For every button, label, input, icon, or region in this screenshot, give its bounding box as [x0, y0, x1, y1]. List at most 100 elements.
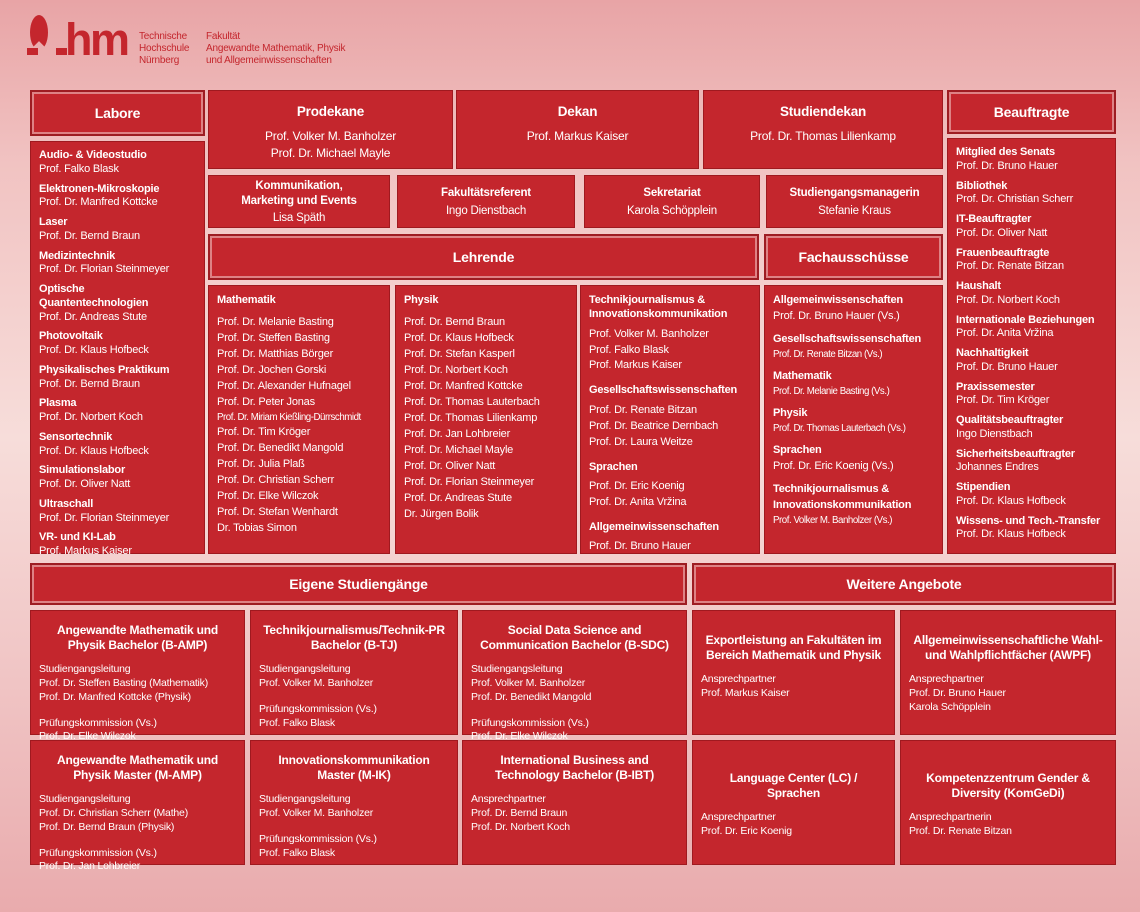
lab-lead-name: Prof. Dr. Manfred Kottcke [39, 196, 158, 209]
beauftragte-header: Beauftragte [947, 90, 1116, 134]
lecturer-name: Prof. Dr. Anita Vržina [589, 495, 687, 508]
beauftragte-entry: Sicherheitsbeauftragter Johannes Endres [956, 448, 1107, 476]
lecturer-name: Prof. Dr. Peter Jonas [217, 395, 315, 408]
lecturer-name: Prof. Dr. Melanie Basting [217, 316, 334, 329]
beauftragte-name: Prof. Dr. Renate Bitzan [956, 260, 1064, 273]
section-label: Prüfungskommission (Vs.) [471, 716, 589, 729]
section-label: Prüfungskommission (Vs.) [39, 846, 157, 859]
lecturer-name: Prof. Dr. Norbert Koch [404, 364, 508, 377]
lab-name: Simulationslabor [39, 464, 126, 477]
allgemein-group: Allgemeinwissenschaften Prof. Dr. Bruno … [589, 520, 751, 555]
lab-name: Sensortechnik [39, 430, 113, 443]
lecturer-name: Prof. Dr. Alexander Hufnagel [217, 380, 351, 393]
beauftragte-entry: Frauenbeauftragte Prof. Dr. Renate Bitza… [956, 247, 1107, 275]
lecturer-name: Prof. Dr. Renate Bitzan [589, 403, 697, 416]
lecturer-name: Prof. Dr. Jochen Gorski [217, 364, 327, 377]
lecturer-name: Prof. Dr. Laura Weitze [589, 435, 693, 448]
lehrende-physik-column: Physik Prof. Dr. Bernd Braun Prof. Dr. Kl… [395, 285, 577, 554]
fachausschuss-subject: Allgemeinwissenschaften [773, 294, 903, 306]
lehrende-mathematik-column: Mathematik Prof. Dr. Melanie Basting Prof… [208, 285, 390, 554]
lecturer-name: Prof. Volker M. Banholzer [589, 327, 709, 340]
labore-list: Audio- & Videostudio Prof. Falko Blask E… [30, 141, 205, 557]
awpf-kontakt: Ansprechpartner Prof. Dr. Bruno Hauer Kar… [909, 673, 1107, 715]
language-center-title: Language Center (LC) / Sprachen [729, 771, 858, 800]
person-name: Prof. Dr. Christian Scherr (Mathe) [39, 806, 188, 819]
lecturer-name: Prof. Dr. Stefan Kasperl [404, 348, 515, 361]
beauftragte-name: Johannes Endres [956, 461, 1039, 474]
b-tj-box: Technikjournalismus/Technik-PR Bachelor … [250, 610, 458, 735]
beauftragte-entry: Praxissemester Prof. Dr. Tim Kröger [956, 381, 1107, 409]
physik-group-header: Physik [404, 294, 439, 306]
beauftragte-role: Nachhaltigkeit [956, 347, 1029, 359]
m-amp-title: Angewandte Mathematik und Physik Master … [56, 753, 218, 782]
lab-entry: Ultraschall Prof. Dr. Florian Steinmeyer [39, 498, 196, 526]
gesellschaft-group: Gesellschaftswissenschaften Prof. Dr. Re… [589, 383, 751, 450]
language-center-box: Language Center (LC) / Sprachen Ansprech… [692, 740, 895, 865]
lecturer-name: Prof. Dr. Eric Koenig [589, 479, 685, 492]
lecturer-name: Prof. Dr. Manfred Kottcke [404, 380, 523, 393]
beauftragte-name: Prof. Dr. Bruno Hauer [956, 159, 1058, 172]
tj-group-header: Technikjournalismus & Innovationskommuni… [589, 294, 728, 321]
komgedi-title: Kompetenzzentrum Gender & Diversity (Kom… [926, 771, 1090, 800]
ohm-logo: hm [27, 15, 130, 62]
fachausschuss-subject: Gesellschaftswissenschaften [773, 332, 922, 345]
b-sdc-leitung: Studiengangsleitung Prof. Volker M. Banh… [471, 663, 678, 705]
b-tj-title: Technikjournalismus/Technik-PR Bachelor … [263, 623, 445, 652]
lecturer-name: Prof. Dr. Benedikt Mangold [217, 441, 344, 454]
lab-lead-name: Prof. Dr. Florian Steinmeyer [39, 263, 170, 276]
komgedi-box: Kompetenzzentrum Gender & Diversity (Kom… [900, 740, 1116, 865]
b-amp-kommission: Prüfungskommission (Vs.) Prof. Dr. Elke … [39, 717, 236, 745]
section-label: Prüfungskommission (Vs.) [39, 716, 157, 729]
fachausschuss-entry: Technikjournalismus & Innovationskommuni… [773, 482, 934, 528]
b-tj-kommission: Prüfungskommission (Vs.) Prof. Falko Bla… [259, 703, 449, 731]
m-amp-kommission: Prüfungskommission (Vs.) Prof. Dr. Jan L… [39, 847, 236, 875]
dekan-name: Prof. Markus Kaiser [526, 129, 629, 143]
section-label: Studiengangsleitung [471, 663, 563, 675]
fachausschuss-subject: Physik [773, 406, 808, 419]
m-ik-kommission: Prüfungskommission (Vs.) Prof. Falko Bla… [259, 833, 449, 861]
fachausschuss-entry: Mathematik Prof. Dr. Melanie Basting (Vs… [773, 369, 934, 399]
section-label: Studiengangsleitung [39, 663, 131, 675]
person-name: Prof. Dr. Eric Koenig [701, 824, 792, 837]
fachausschuss-chair: Prof. Dr. Bruno Hauer (Vs.) [773, 309, 900, 322]
studiendekan-box: Studiendekan Prof. Dr. Thomas Lilienkamp [703, 90, 943, 169]
exportleistung-box: Exportleistung an Fakultäten im Bereich … [692, 610, 895, 735]
beauftragte-role: Bibliothek [956, 179, 1008, 192]
prodekane-box: Prodekane Prof. Volker M. Banholzer Prof.… [208, 90, 453, 169]
fachausschuesse-list: Allgemeinwissenschaften Prof. Dr. Bruno … [764, 285, 943, 554]
lecturer-name: Prof. Dr. Florian Steinmeyer [404, 475, 535, 488]
m-ik-title: Innovationskommunikation Master (M-IK) [278, 753, 430, 782]
lecturer-name: Prof. Dr. Michael Mayle [404, 443, 514, 456]
b-amp-title: Angewandte Mathematik und Physik Bachelo… [56, 623, 218, 652]
person-name: Prof. Markus Kaiser [701, 686, 790, 699]
lecturer-name: Prof. Dr. Christian Scherr [217, 473, 335, 486]
prodekane-title: Prodekane [296, 104, 365, 119]
person-name: Prof. Dr. Norbert Koch [471, 820, 570, 833]
studiengangsmanagerin-title: Studiengangsmanagerin [789, 187, 920, 200]
lab-name: Medizintechnik [39, 249, 116, 262]
person-name: Karola Schöpplein [909, 700, 991, 713]
lecturer-name: Prof. Falko Blask [589, 343, 669, 356]
person-name: Prof. Dr. Bernd Braun (Physik) [39, 820, 175, 833]
lab-name: Plasma [39, 397, 77, 410]
lab-lead-name: Prof. Dr. Florian Steinmeyer [39, 511, 170, 524]
studiendekan-title: Studiendekan [779, 104, 867, 119]
b-tj-leitung: Studiengangsleitung Prof. Volker M. Banh… [259, 663, 449, 691]
beauftragte-entry: Wissens- und Tech.-Transfer Prof. Dr. Kl… [956, 515, 1107, 543]
person-name: Prof. Dr. Jan Lohbreier [39, 860, 141, 873]
lecturer-name: Prof. Markus Kaiser [589, 359, 682, 372]
fachausschuss-entry: Sprachen Prof. Dr. Eric Koenig (Vs.) [773, 443, 934, 475]
lab-name: Optische Quantentechnologien [39, 283, 149, 309]
lehrende-tj-column: Technikjournalismus & Innovationskommuni… [580, 285, 760, 554]
beauftragte-entry: Stipendien Prof. Dr. Klaus Hofbeck [956, 481, 1107, 509]
lecturer-name: Prof. Dr. Thomas Lauterbach [404, 395, 540, 408]
beauftragte-entry: Mitglied des Senats Prof. Dr. Bruno Haue… [956, 146, 1107, 174]
person-name: Prof. Dr. Elke Wilczok [471, 730, 568, 743]
person-name: Prof. Dr. Steffen Basting (Mathematik) [39, 676, 209, 689]
fachausschuesse-header: Fachausschüsse [764, 234, 943, 280]
beauftragte-name: Prof. Dr. Klaus Hofbeck [956, 528, 1066, 541]
beauftragte-role: Stipendien [956, 481, 1011, 493]
lab-lead-name: Prof. Dr. Klaus Hofbeck [39, 344, 149, 356]
person-name: Prof. Dr. Elke Wilczok [39, 730, 136, 743]
